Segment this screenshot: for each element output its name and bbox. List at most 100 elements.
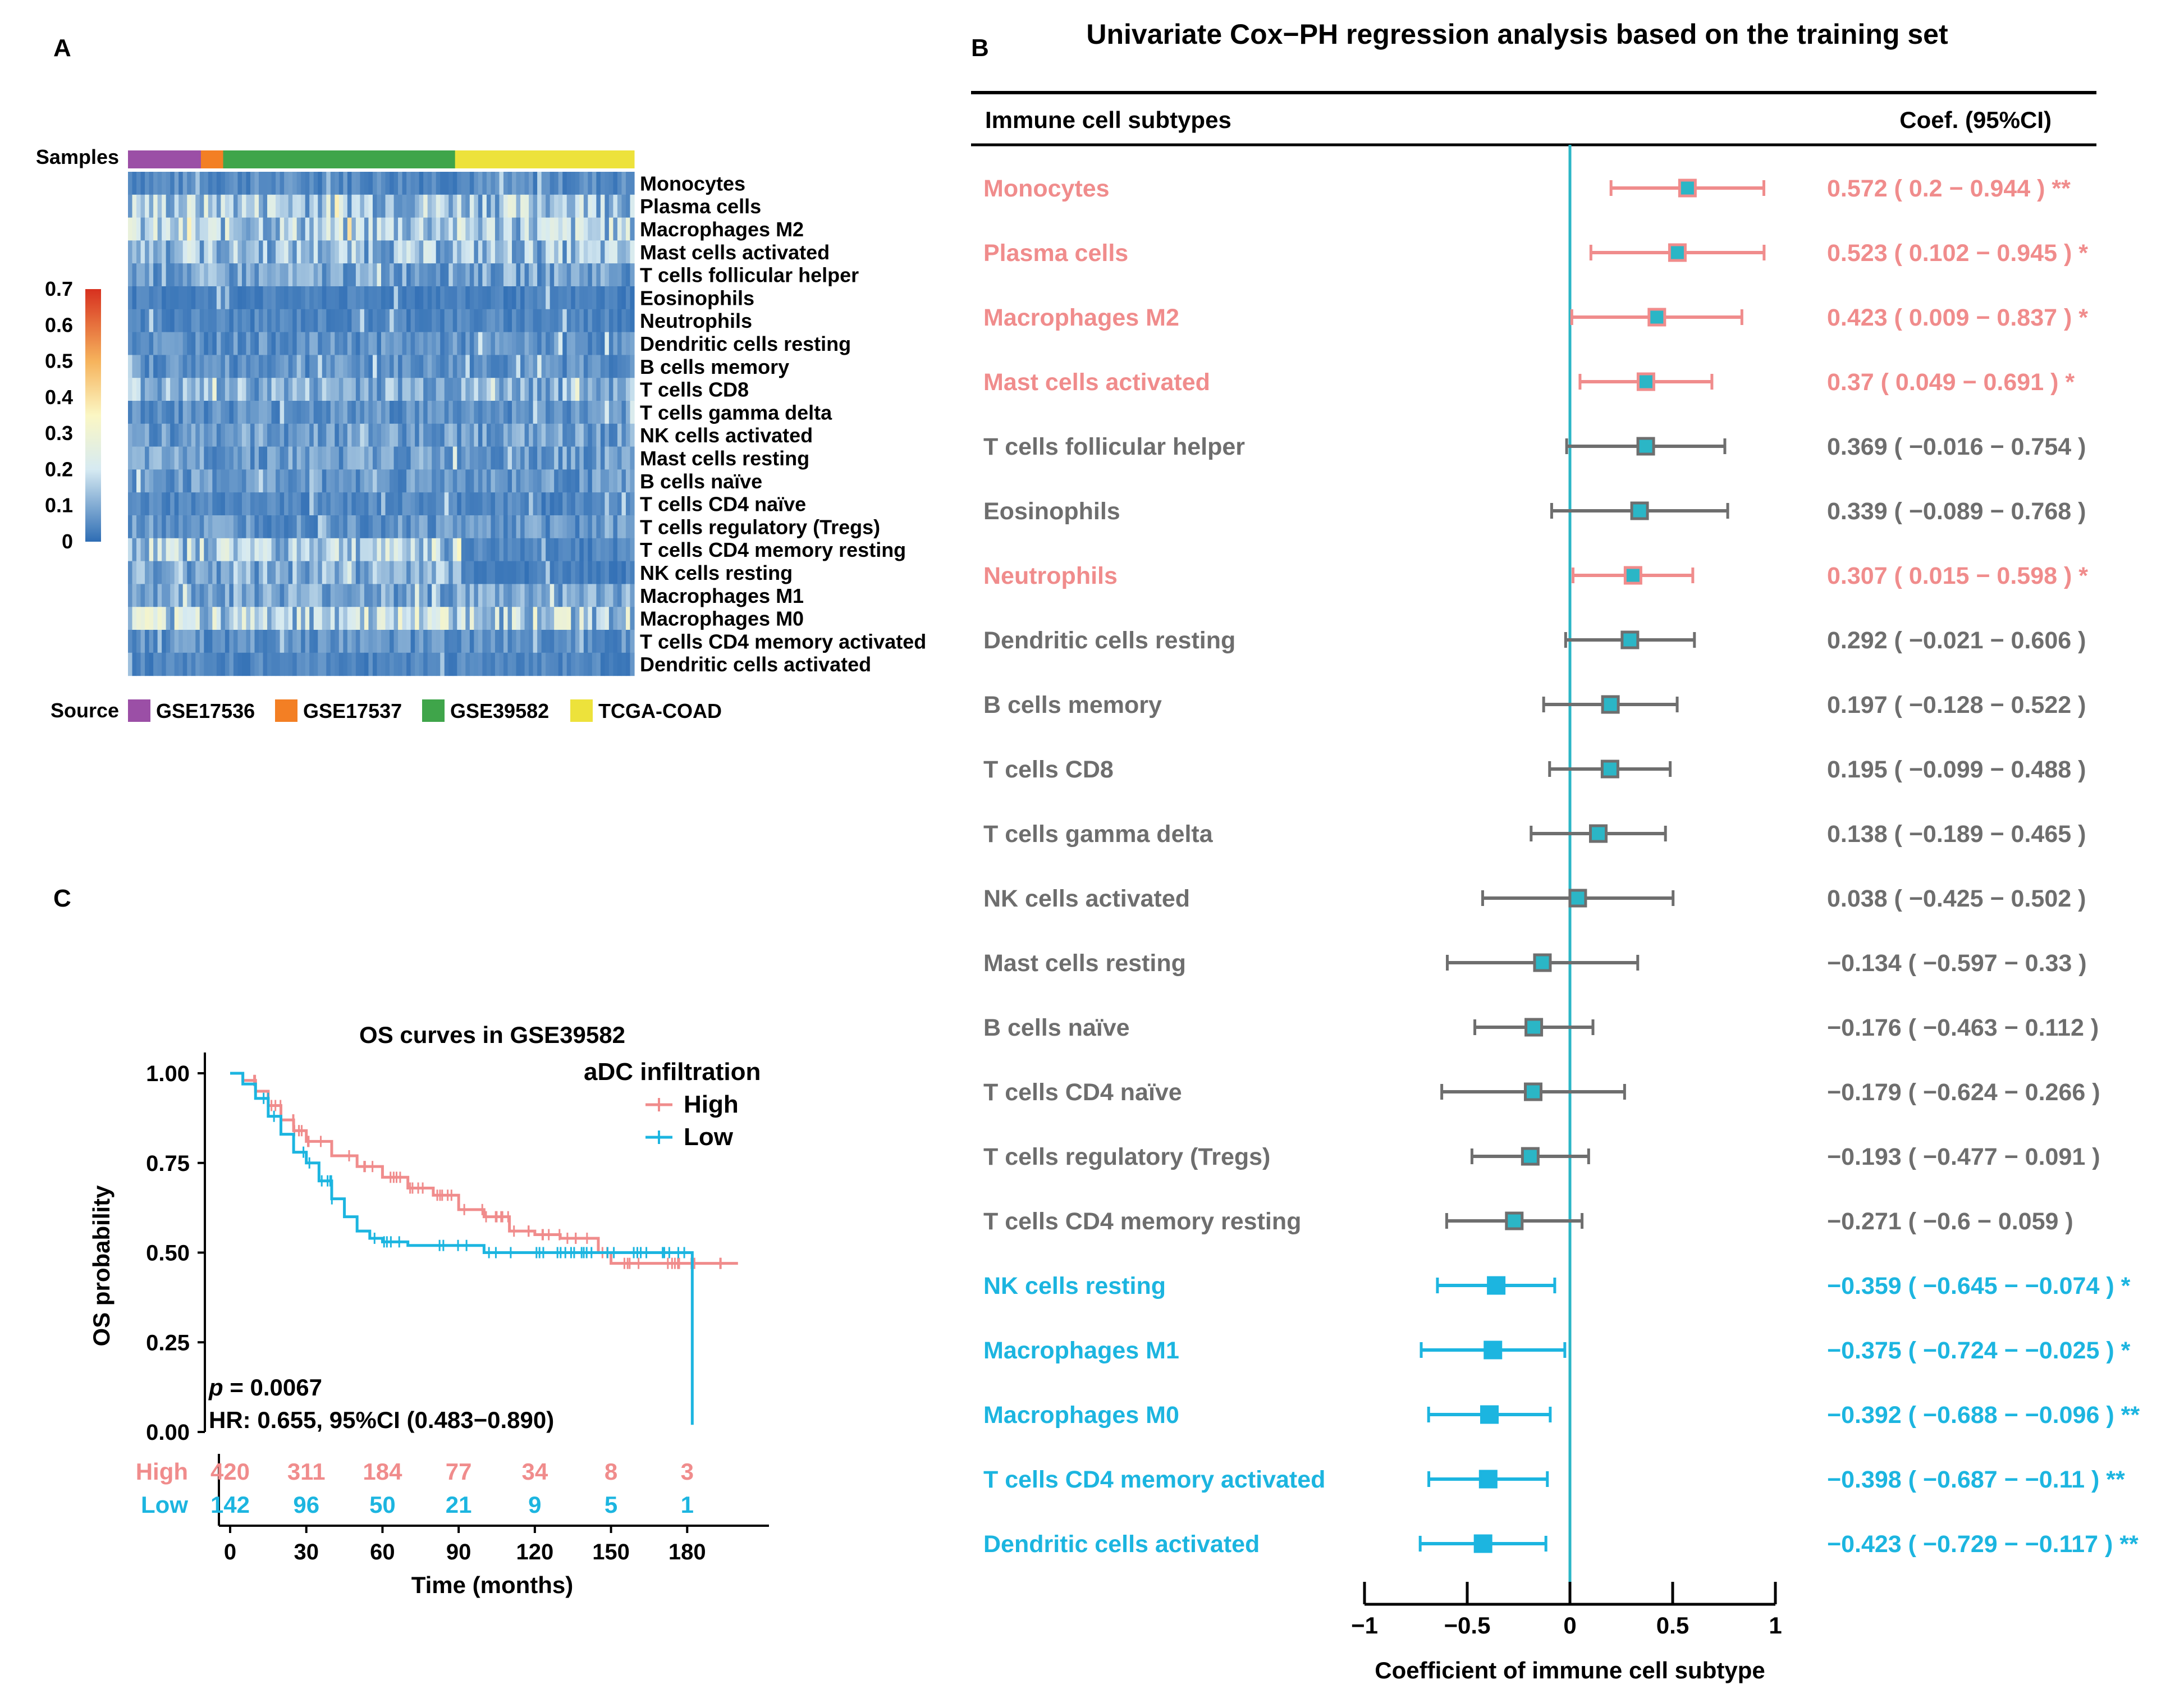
heatmap-cell — [529, 309, 534, 333]
heatmap-cell — [444, 492, 449, 516]
heatmap-cell — [596, 515, 601, 539]
heatmap-cell — [351, 217, 356, 241]
heatmap-cell — [402, 492, 407, 516]
heatmap-cell — [280, 607, 285, 630]
heatmap-cell — [550, 332, 555, 355]
heatmap-cell — [546, 561, 551, 584]
heatmap-cell — [288, 652, 293, 676]
heatmap-cell — [562, 240, 567, 264]
heatmap-cell — [195, 263, 200, 287]
heatmap-cell — [368, 607, 373, 630]
forest-row-coef-label: −0.193 ( −0.477 − 0.091 ) — [1827, 1143, 2100, 1170]
heatmap-cell — [452, 584, 457, 607]
heatmap-cell — [579, 561, 584, 584]
heatmap-cell — [457, 240, 462, 264]
heatmap-cell — [170, 286, 175, 310]
heatmap-cell — [592, 194, 597, 218]
heatmap-cell — [562, 286, 567, 310]
heatmap-cell — [583, 240, 588, 264]
heatmap-cell — [537, 263, 542, 287]
coef-marker — [1636, 372, 1655, 391]
heatmap-cell — [550, 584, 555, 607]
heatmap-cell — [419, 172, 424, 195]
heatmap-cell — [296, 240, 301, 264]
heatmap-cell — [436, 584, 441, 607]
heatmap-cell — [507, 538, 512, 562]
heatmap-cell — [410, 378, 415, 401]
heatmap-cell — [625, 332, 631, 355]
heatmap-cell — [554, 538, 559, 562]
heatmap-cell — [360, 423, 365, 447]
heatmap-cell — [305, 378, 310, 401]
heatmap-cell — [474, 630, 479, 653]
heatmap-cell — [491, 286, 496, 310]
heatmap-cell — [495, 584, 500, 607]
heatmap-cell — [457, 378, 462, 401]
heatmap-cell — [524, 355, 529, 378]
heatmap-cell — [579, 309, 584, 333]
heatmap-cell — [360, 401, 365, 424]
heatmap-cell — [178, 263, 184, 287]
heatmap-cell — [617, 515, 622, 539]
heatmap-cell — [355, 538, 361, 562]
heatmap-cell — [541, 630, 546, 653]
heatmap-cell — [613, 469, 618, 493]
heatmap-cell — [322, 286, 327, 310]
heatmap-cell — [541, 286, 546, 310]
heatmap-cell — [292, 446, 297, 470]
heatmap-cell — [212, 607, 217, 630]
heatmap-cell — [347, 561, 352, 584]
heatmap-cell — [309, 607, 314, 630]
heatmap-cell — [233, 515, 239, 539]
heatmap-cell — [621, 423, 626, 447]
heatmap-cell — [157, 332, 162, 355]
heatmap-cell — [174, 446, 179, 470]
heatmap-cell — [301, 584, 306, 607]
heatmap-cell — [276, 309, 281, 333]
heatmap-cell — [343, 492, 348, 516]
heatmap-cell — [204, 607, 209, 630]
colorbar-tick-label: 0.1 — [45, 494, 73, 517]
km-hr-text: HR: 0.655, 95%CI (0.483−0.890) — [209, 1407, 554, 1433]
heatmap-cell — [529, 492, 534, 516]
heatmap-cell — [271, 378, 276, 401]
heatmap-cell — [546, 378, 551, 401]
heatmap-cell — [491, 446, 496, 470]
heatmap-cell — [170, 446, 175, 470]
heatmap-cell — [338, 309, 344, 333]
heatmap-cell — [322, 240, 327, 264]
heatmap-cell — [326, 492, 331, 516]
heatmap-cell — [280, 652, 285, 676]
heatmap-cell — [250, 584, 255, 607]
heatmap-cell — [503, 515, 509, 539]
heatmap-cell — [571, 423, 576, 447]
heatmap-cell — [390, 355, 395, 378]
heatmap-cell — [554, 446, 559, 470]
heatmap-cell — [338, 401, 344, 424]
heatmap-cell — [178, 630, 184, 653]
heatmap-cell — [241, 309, 247, 333]
heatmap-cell — [246, 194, 251, 218]
heatmap-cell — [187, 515, 192, 539]
heatmap-cell — [263, 515, 268, 539]
forest-tick-label: 0 — [1563, 1612, 1576, 1639]
heatmap-cell — [613, 378, 618, 401]
heatmap-cell — [478, 355, 483, 378]
heatmap-cell — [499, 515, 504, 539]
heatmap-cell — [608, 332, 614, 355]
heatmap-cell — [448, 240, 454, 264]
heatmap-cells — [128, 172, 635, 676]
heatmap-cell — [335, 515, 340, 539]
heatmap-cell — [495, 446, 500, 470]
heatmap-cell — [182, 378, 187, 401]
heatmap-cell — [474, 652, 479, 676]
heatmap-cell — [478, 401, 483, 424]
heatmap-cell — [546, 446, 551, 470]
heatmap-cell — [390, 469, 395, 493]
heatmap-cell — [398, 423, 403, 447]
heatmap-cell — [516, 172, 521, 195]
heatmap-cell — [516, 194, 521, 218]
heatmap-cell — [512, 561, 517, 584]
heatmap-cell — [216, 217, 221, 241]
heatmap-cell — [296, 263, 301, 287]
